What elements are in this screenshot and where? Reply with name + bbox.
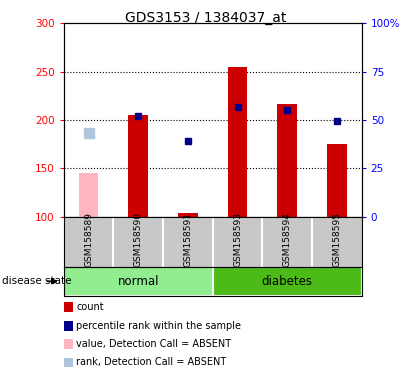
Bar bbox=[277, 104, 297, 217]
Text: normal: normal bbox=[118, 275, 159, 288]
Text: diabetes: diabetes bbox=[262, 275, 313, 288]
Text: percentile rank within the sample: percentile rank within the sample bbox=[76, 321, 241, 331]
Bar bbox=[64, 267, 213, 296]
Bar bbox=[327, 144, 347, 217]
Text: disease state: disease state bbox=[2, 276, 72, 286]
Text: GSM158594: GSM158594 bbox=[283, 212, 292, 267]
Text: GSM158595: GSM158595 bbox=[332, 212, 342, 267]
Bar bbox=[79, 173, 99, 217]
Text: value, Detection Call = ABSENT: value, Detection Call = ABSENT bbox=[76, 339, 231, 349]
Text: count: count bbox=[76, 302, 104, 312]
Text: GSM158591: GSM158591 bbox=[183, 212, 192, 267]
Bar bbox=[213, 267, 362, 296]
Text: GSM158590: GSM158590 bbox=[134, 212, 143, 267]
Bar bbox=[228, 67, 247, 217]
Text: GDS3153 / 1384037_at: GDS3153 / 1384037_at bbox=[125, 11, 286, 25]
Text: rank, Detection Call = ABSENT: rank, Detection Call = ABSENT bbox=[76, 358, 226, 367]
Bar bbox=[178, 213, 198, 217]
Text: GSM158589: GSM158589 bbox=[84, 212, 93, 267]
Bar bbox=[128, 115, 148, 217]
Text: GSM158593: GSM158593 bbox=[233, 212, 242, 267]
